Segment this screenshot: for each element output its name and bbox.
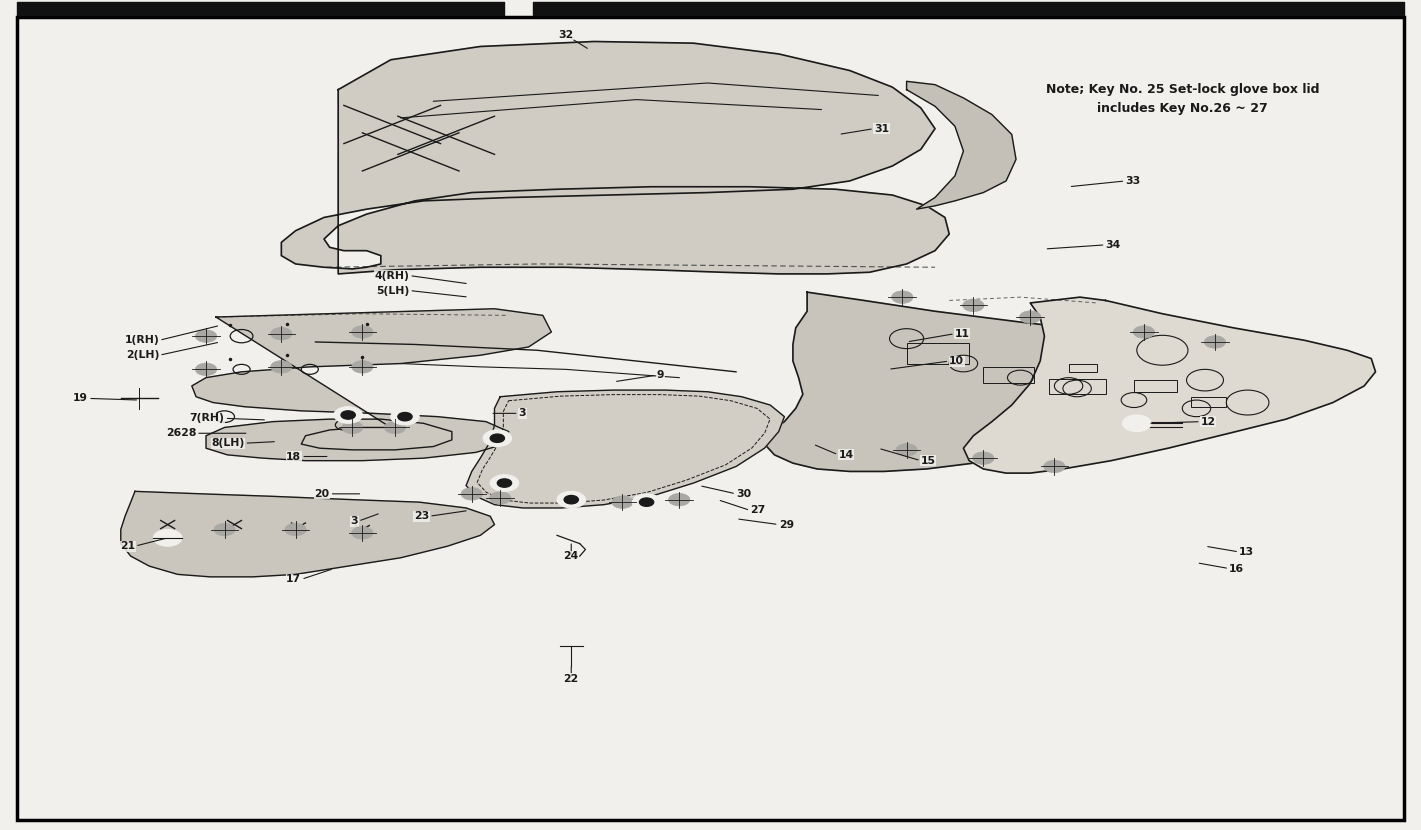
Text: 14: 14 xyxy=(838,450,854,460)
Circle shape xyxy=(639,498,654,506)
Circle shape xyxy=(460,487,483,500)
Text: 32: 32 xyxy=(558,30,573,40)
Text: 12: 12 xyxy=(1201,417,1216,427)
Circle shape xyxy=(892,290,914,303)
Circle shape xyxy=(121,388,158,409)
Text: 30: 30 xyxy=(736,489,752,499)
Polygon shape xyxy=(963,297,1376,473)
Circle shape xyxy=(632,494,661,510)
Text: 21: 21 xyxy=(119,541,135,551)
Circle shape xyxy=(1123,415,1151,432)
Circle shape xyxy=(352,526,372,540)
Text: 11: 11 xyxy=(955,329,971,339)
Polygon shape xyxy=(121,491,495,577)
Text: 33: 33 xyxy=(1125,176,1141,186)
Circle shape xyxy=(341,421,364,433)
Circle shape xyxy=(153,530,182,546)
Text: 4(RH): 4(RH) xyxy=(374,271,409,281)
Circle shape xyxy=(284,523,307,536)
Text: 1(RH): 1(RH) xyxy=(125,335,159,345)
Circle shape xyxy=(611,496,634,508)
Circle shape xyxy=(557,491,585,508)
Circle shape xyxy=(391,408,419,425)
Text: 27: 27 xyxy=(750,505,766,515)
Bar xyxy=(907,343,969,364)
Text: 16: 16 xyxy=(1229,564,1245,574)
Text: 17: 17 xyxy=(286,574,301,584)
Text: 29: 29 xyxy=(779,520,794,530)
Circle shape xyxy=(554,646,588,666)
Circle shape xyxy=(195,330,216,343)
Polygon shape xyxy=(466,390,784,508)
Text: 22: 22 xyxy=(564,674,578,684)
Text: 8(LH): 8(LH) xyxy=(212,438,244,448)
Text: 3: 3 xyxy=(351,516,358,526)
Circle shape xyxy=(489,491,510,504)
Polygon shape xyxy=(192,309,551,461)
Polygon shape xyxy=(764,292,1333,471)
Text: 23: 23 xyxy=(414,511,429,521)
Bar xyxy=(1069,364,1097,372)
Circle shape xyxy=(963,299,985,312)
Bar xyxy=(1134,380,1177,392)
Text: 13: 13 xyxy=(1239,547,1255,557)
Bar xyxy=(1049,379,1106,394)
Text: 24: 24 xyxy=(564,551,578,561)
Text: Note; Key No. 25 Set-lock glove box lid
includes Key No.26 ~ 27: Note; Key No. 25 Set-lock glove box lid … xyxy=(1046,83,1319,115)
Circle shape xyxy=(1134,325,1154,339)
Bar xyxy=(1191,397,1226,407)
Circle shape xyxy=(352,325,372,339)
Circle shape xyxy=(897,443,918,457)
Polygon shape xyxy=(281,42,949,274)
Circle shape xyxy=(490,434,504,442)
Polygon shape xyxy=(907,81,1016,209)
Text: 10: 10 xyxy=(949,356,965,366)
Text: 2628: 2628 xyxy=(166,428,196,438)
Circle shape xyxy=(564,496,578,504)
Circle shape xyxy=(1043,460,1066,472)
Text: 20: 20 xyxy=(314,489,330,499)
Circle shape xyxy=(1204,335,1225,349)
Circle shape xyxy=(334,407,362,423)
Circle shape xyxy=(271,327,293,340)
Text: 3: 3 xyxy=(519,408,526,418)
Text: 31: 31 xyxy=(874,124,890,134)
Circle shape xyxy=(213,523,236,536)
Text: 34: 34 xyxy=(1106,240,1121,250)
Circle shape xyxy=(497,479,512,487)
Circle shape xyxy=(972,452,993,465)
Circle shape xyxy=(483,430,512,447)
Text: 2(LH): 2(LH) xyxy=(126,350,159,360)
Text: 7(RH): 7(RH) xyxy=(189,413,225,423)
Text: 18: 18 xyxy=(286,452,301,461)
Text: 5(LH): 5(LH) xyxy=(377,286,409,295)
Circle shape xyxy=(1019,310,1040,324)
Text: 9: 9 xyxy=(657,370,664,380)
Circle shape xyxy=(384,421,406,433)
Text: 19: 19 xyxy=(72,393,88,403)
Bar xyxy=(983,367,1034,383)
Circle shape xyxy=(352,360,372,374)
Circle shape xyxy=(398,413,412,421)
Circle shape xyxy=(668,493,691,505)
Circle shape xyxy=(271,360,293,374)
Circle shape xyxy=(195,363,216,375)
Circle shape xyxy=(490,475,519,491)
Text: 15: 15 xyxy=(921,456,936,466)
Circle shape xyxy=(341,411,355,419)
Circle shape xyxy=(1037,178,1066,195)
Circle shape xyxy=(1023,241,1052,257)
